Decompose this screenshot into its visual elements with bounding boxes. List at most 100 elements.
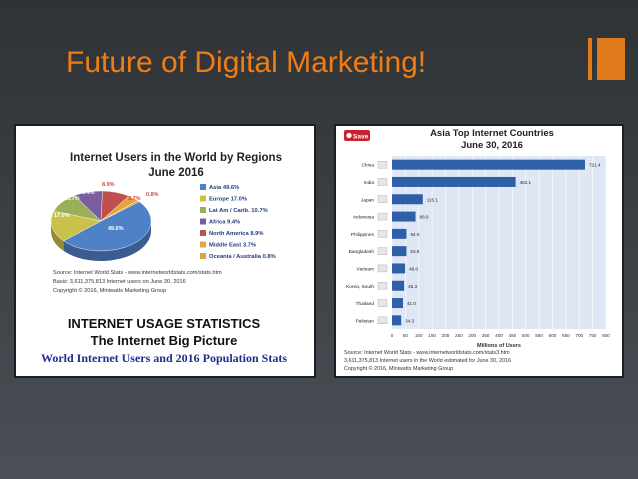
bar-category-label: Indonesia	[353, 215, 374, 221]
country-flag-icon	[377, 161, 388, 169]
slide-title: Future of Digital Marketing!	[66, 46, 427, 79]
country-flag-icon	[377, 178, 388, 186]
bar-tick-label: 50	[403, 333, 409, 338]
bar-value-label: 721.4	[589, 163, 601, 168]
save-button-label: Save	[353, 134, 369, 141]
bar-tick-label: 200	[442, 333, 450, 338]
bar-chart: 0 50 100 150 200 250 300 350 400 450 500 550 600 650 7…	[346, 156, 610, 349]
pie-percent-label: 10.7%	[64, 196, 80, 202]
pie-percent-label: 9.4%	[82, 190, 95, 196]
pie-percent-label: 0.8%	[146, 192, 159, 198]
bar-source-line2: 3,611,375,813 Internet users in the Worl…	[344, 358, 511, 364]
bar	[392, 228, 407, 239]
pie-slice	[100, 200, 140, 222]
bar-value-label: 53.9	[410, 249, 419, 254]
pie-percent-label: 8.9%	[102, 182, 115, 188]
bar-tick-label: 450	[509, 333, 517, 338]
bar-category-label: Pakistan	[356, 318, 375, 324]
pie-percent-label: 17.0%	[54, 213, 70, 219]
bar-chart-subtitle: June 30, 2016	[461, 140, 523, 151]
bar-tick-label: 600	[549, 333, 557, 338]
bar	[392, 298, 403, 309]
bar-tick-label: 100	[415, 333, 423, 338]
bar-tick-label: 150	[428, 333, 436, 338]
bar-value-label: 462.1	[520, 180, 532, 185]
decor-bar-thin	[588, 38, 592, 80]
pie-legend-label: Africa 9.4%	[209, 220, 240, 226]
bar-tick-label: 300	[468, 333, 476, 338]
pie-legend-swatch	[200, 241, 206, 248]
bar	[392, 211, 416, 222]
bar	[392, 263, 406, 274]
country-flag-icon	[377, 247, 388, 255]
bar-tick-label: 350	[482, 333, 490, 338]
pie-legend-label: Asia 49.6%	[209, 185, 239, 191]
pie-percent-label: 49.6%	[108, 226, 124, 232]
pie-legend: Asia 49.6% Europe 17.0% Lat Am / Carib. 10…	[200, 184, 276, 260]
bar-category-label: India	[364, 180, 375, 186]
bar-category-label: Japan	[361, 197, 374, 203]
save-button[interactable]: Save	[344, 130, 370, 141]
country-flag-icon	[377, 316, 388, 325]
pie-legend-swatch	[200, 218, 206, 225]
pie-chart-subtitle: June 2016	[148, 167, 204, 179]
pie-slice	[63, 201, 152, 252]
bar-tick-label: 700	[575, 333, 583, 338]
bar-tick-label: 400	[495, 333, 503, 338]
bar-tick-label: 550	[535, 333, 543, 338]
usage-heading: INTERNET USAGE STATISTICS	[68, 316, 261, 331]
pie-percent-label: 3.7%	[128, 196, 141, 202]
bar-value-label: 49.0	[409, 266, 418, 271]
bar-chart-title: Asia Top Internet Countries	[430, 128, 554, 139]
bar-tick-label: 750	[589, 333, 597, 338]
country-flag-icon	[377, 282, 388, 290]
pie-chart: 49.6% 17.0% 10.7%9.4% 8.9% 3.7% 0.8%	[50, 182, 159, 261]
population-stats-heading: World Internet Users and 2016 Population…	[41, 351, 287, 365]
pie-legend-label: North America 8.9%	[209, 231, 264, 237]
pie-legend-label: Europe 17.0%	[209, 197, 247, 203]
bar	[392, 280, 405, 291]
pie-legend-swatch	[200, 207, 206, 213]
country-flag-icon	[377, 212, 388, 221]
bar	[392, 246, 407, 257]
bar-category-label: Vietnam	[356, 266, 374, 272]
pie-source-line3: Copyright © 2016, Miniwatts Marketing Gr…	[53, 287, 166, 294]
bar-x-axis-label: Millions of Users	[477, 343, 521, 349]
pie-source-line2: Basis: 3,611,375,813 Internet users on J…	[53, 279, 186, 285]
asia-image: Save Asia Top Internet Countries June 30…	[334, 124, 624, 378]
pie-chart-title: Internet Users in the World by Regions	[70, 152, 282, 164]
bar-value-label: 115.1	[427, 197, 439, 202]
pie-legend-label: Middle East 3.7%	[209, 243, 256, 249]
pie-legend-label: Oceania / Australia 0.8%	[209, 254, 276, 260]
bar-category-label: China	[361, 163, 374, 169]
bar-tick-label: 0	[391, 333, 394, 338]
country-flag-icon	[377, 195, 388, 203]
pie-legend-swatch	[200, 253, 206, 259]
regions-image: Internet Users in the World by Regions J…	[14, 124, 316, 378]
pie-legend-swatch	[200, 184, 206, 190]
bar-tick-label: 500	[522, 333, 530, 338]
bar-value-label: 88.0	[420, 215, 429, 220]
pie-slice-side	[63, 221, 152, 261]
bar-value-label: 45.3	[408, 284, 417, 289]
pie-legend-swatch	[200, 230, 206, 236]
decor-bar-thick	[597, 38, 625, 80]
bar-category-label: Korea, South	[346, 284, 374, 290]
bar-tick-label: 650	[562, 333, 570, 338]
bar	[392, 176, 516, 187]
bar-category-label: Philippines	[351, 232, 375, 238]
pie-legend-swatch	[200, 195, 206, 202]
bar-category-label: Bangladesh	[349, 249, 375, 255]
bar	[392, 315, 402, 326]
bar-tick-label: 800	[602, 333, 610, 338]
bar	[392, 194, 423, 205]
country-flag-icon	[377, 299, 388, 307]
bar	[392, 159, 585, 170]
bar-source-line1: Source: Internet World Stats - www.inter…	[344, 350, 510, 356]
country-flag-icon	[377, 230, 388, 238]
country-flag-icon	[377, 264, 388, 273]
bar-value-label: 54.0	[410, 232, 419, 237]
bar-value-label: 41.0	[407, 301, 416, 306]
pie-slice-side	[51, 221, 64, 251]
